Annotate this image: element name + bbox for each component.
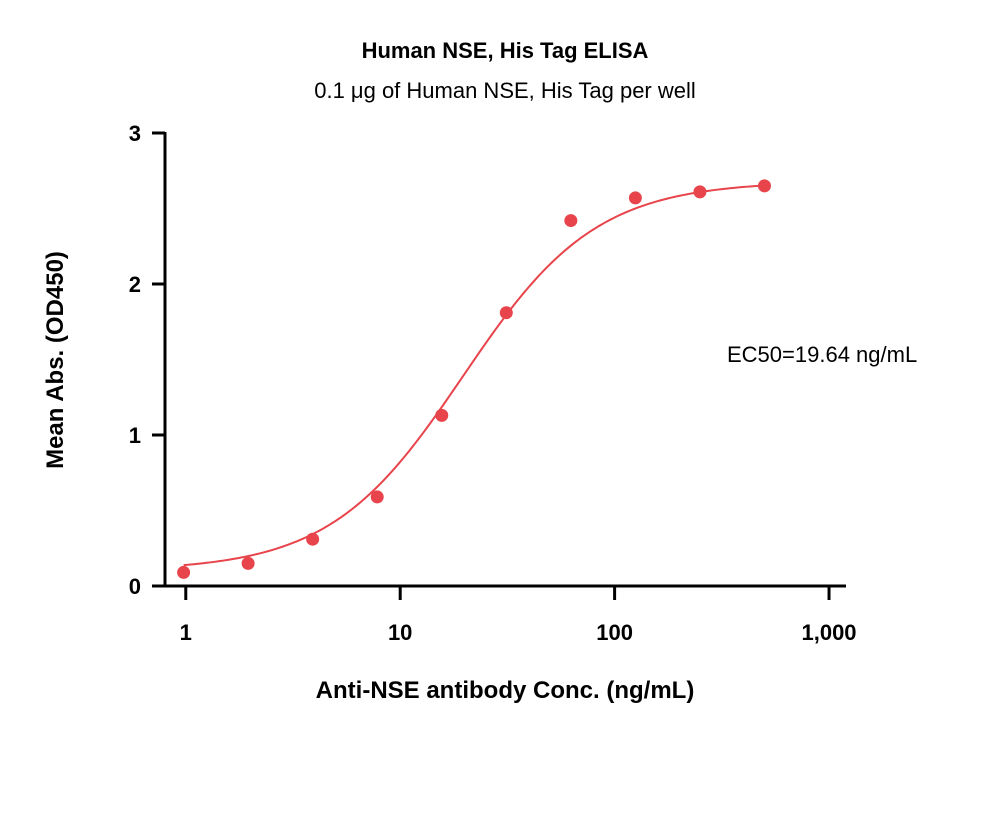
fit-curve: [183, 184, 765, 567]
x-axis-label: Anti-NSE antibody Conc. (ng/mL): [316, 677, 695, 704]
data-point: [499, 306, 513, 320]
data-point: [177, 565, 191, 579]
chart-subtitle: 0.1 μg of Human NSE, His Tag per well: [314, 78, 696, 103]
data-points: [177, 179, 771, 579]
y-tick-label: 1: [129, 423, 141, 448]
y-ticks: 0 1 2 3: [129, 121, 165, 599]
x-tick-label: 10: [388, 620, 412, 645]
data-point: [306, 532, 320, 546]
data-point: [435, 408, 449, 422]
y-tick-label: 3: [129, 121, 141, 146]
x-tick-label: 100: [596, 620, 633, 645]
chart-title: Human NSE, His Tag ELISA: [362, 38, 649, 63]
y-tick-label: 0: [129, 574, 141, 599]
data-point: [757, 179, 771, 193]
x-tick-label: 1,000: [801, 620, 856, 645]
axes: [163, 132, 846, 588]
data-point: [628, 191, 642, 205]
ec50-annotation: EC50=19.64 ng/mL: [727, 342, 917, 367]
x-tick-label: 1: [180, 620, 192, 645]
y-axis-label: Mean Abs. (OD450): [42, 251, 69, 469]
x-ticks: 1 10 100 1,000: [180, 586, 857, 645]
y-tick-label: 2: [129, 272, 141, 297]
data-point: [564, 214, 578, 228]
data-point: [693, 185, 707, 199]
data-point: [241, 556, 255, 570]
data-point: [370, 490, 384, 504]
